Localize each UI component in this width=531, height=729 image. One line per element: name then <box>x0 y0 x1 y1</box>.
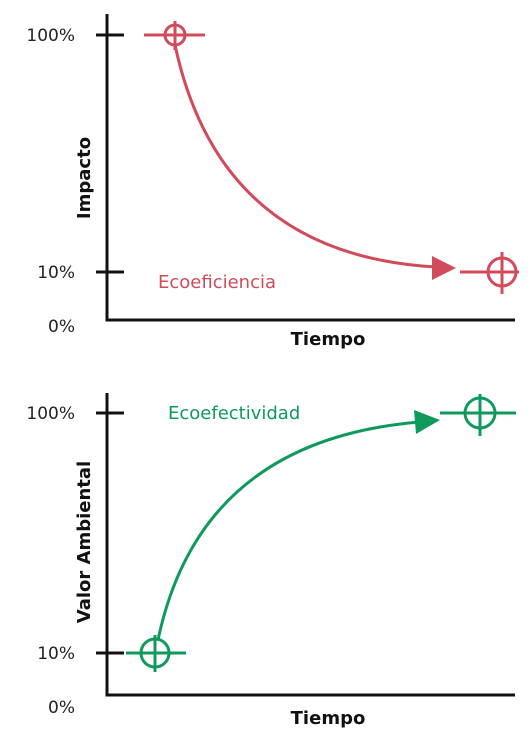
arrow-head <box>432 256 456 280</box>
y-title: Valor Ambiental <box>74 461 95 623</box>
panel-bottom: 100% 10% 0% Valor Ambiental Tiempo Ecoef… <box>26 393 516 729</box>
axes <box>96 393 515 697</box>
y-tick-label: 100% <box>26 404 75 424</box>
y-tick-label: 0% <box>48 317 75 337</box>
y-tick-label: 10% <box>37 263 75 283</box>
arrow-head <box>414 410 440 434</box>
x-title: Tiempo <box>291 329 366 350</box>
y-title: Impacto <box>74 137 95 219</box>
y-tick-label: 0% <box>48 698 75 718</box>
panel-top: 100% 10% 0% Impacto Tiempo Ecoeficiencia <box>26 14 519 350</box>
curve-label: Ecoefectividad <box>168 403 300 424</box>
curve <box>126 394 516 672</box>
curve <box>144 21 519 294</box>
x-title: Tiempo <box>291 708 366 729</box>
axes <box>96 14 515 322</box>
y-tick-label: 10% <box>37 644 75 664</box>
y-tick-label: 100% <box>26 26 75 46</box>
curve-label: Ecoeficiencia <box>158 272 276 293</box>
